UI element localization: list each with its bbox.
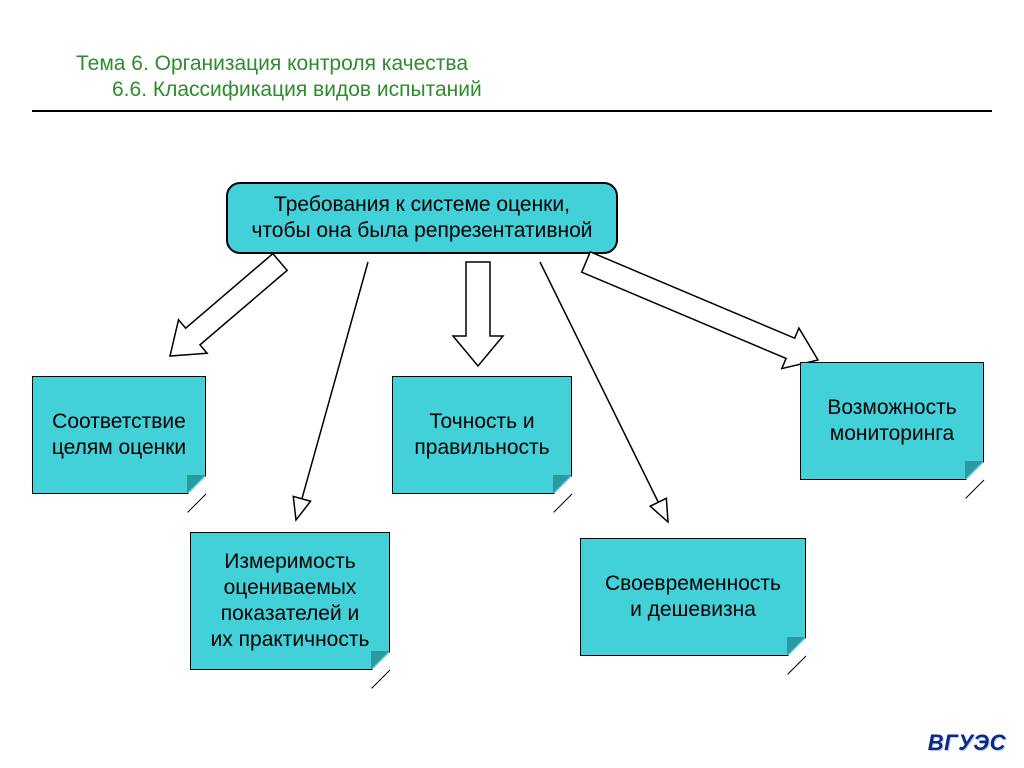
arrow-a2-shaft <box>302 262 368 499</box>
arrow-a5 <box>582 252 818 369</box>
title-line-1: Тема 6. Организация контроля качества <box>76 52 468 76</box>
arrow-a1 <box>170 254 287 356</box>
note-text: Соответствиецелям оценки <box>52 409 186 462</box>
note-text: Своевременностьи дешевизна <box>605 571 781 624</box>
note-n1: Соответствиецелям оценки <box>32 376 206 494</box>
arrow-a2-head <box>293 496 310 520</box>
title-line-2: 6.6. Классификация видов испытаний <box>112 78 482 102</box>
footer-logo: ВГУЭС <box>928 730 1006 756</box>
top-requirements-box: Требования к системе оценки,чтобы она бы… <box>226 182 618 254</box>
top-requirements-text: Требования к системе оценки,чтобы она бы… <box>251 192 592 245</box>
slide-stage: Тема 6. Организация контроля качества 6.… <box>0 0 1024 768</box>
note-text: Измеримостьоцениваемыхпоказателей иих пр… <box>211 549 370 654</box>
note-n3: Возможностьмониторинга <box>800 362 984 480</box>
note-n5: Своевременностьи дешевизна <box>580 538 806 656</box>
note-text: Точность иправильность <box>414 409 549 462</box>
arrow-a4-head <box>650 498 668 522</box>
note-n4: Измеримостьоцениваемыхпоказателей иих пр… <box>190 532 390 670</box>
arrow-a3 <box>453 262 503 366</box>
title-rule <box>32 110 992 112</box>
note-text: Возможностьмониторинга <box>827 395 956 448</box>
note-n2: Точность иправильность <box>392 376 572 494</box>
